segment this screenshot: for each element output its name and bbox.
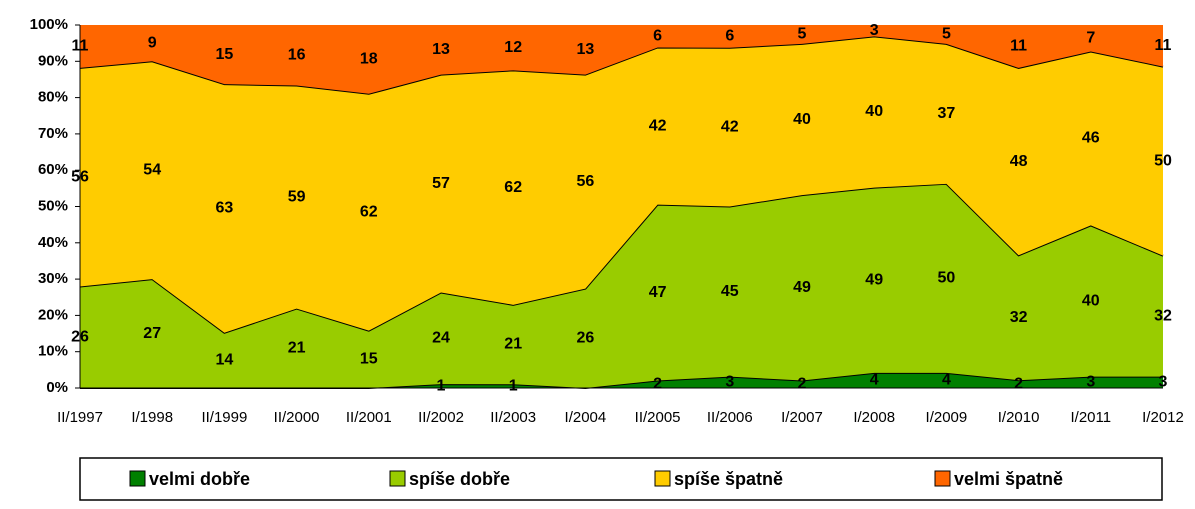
value-label: 2	[653, 375, 662, 392]
value-label: 26	[577, 330, 595, 347]
x-tick-label: I/2011	[1071, 409, 1112, 426]
value-label: 13	[432, 41, 450, 58]
legend-swatch	[654, 470, 671, 487]
value-label: 40	[793, 111, 811, 128]
value-label: 15	[216, 46, 234, 63]
area	[80, 36, 1163, 333]
x-tick-label: I/1998	[131, 409, 173, 426]
value-label: 5	[798, 26, 807, 43]
value-label: 21	[288, 340, 306, 357]
value-label: 4	[942, 372, 951, 389]
value-label: 54	[143, 161, 161, 178]
y-tick-label: 60%	[38, 161, 68, 178]
value-label: 12	[504, 39, 522, 56]
value-label: 59	[288, 188, 306, 205]
value-label: 50	[1154, 152, 1172, 169]
x-tick-label: I/2010	[998, 409, 1040, 426]
legend-label: velmi špatně	[954, 469, 1063, 489]
value-label: 14	[216, 352, 234, 369]
value-label: 6	[725, 28, 734, 45]
x-tick-label: II/2006	[707, 409, 753, 426]
x-tick-label: II/2003	[490, 409, 536, 426]
y-tick-label: 90%	[38, 52, 68, 69]
value-label: 32	[1010, 309, 1028, 326]
value-label: 27	[143, 325, 161, 342]
value-label: 62	[360, 203, 378, 220]
x-tick-label: II/2002	[418, 409, 464, 426]
value-label: 50	[938, 270, 956, 287]
value-label: 47	[649, 284, 667, 301]
value-label: 49	[793, 279, 811, 296]
value-label: 1	[509, 377, 518, 394]
value-label: 3	[870, 22, 879, 39]
x-tick-label: II/2001	[346, 409, 392, 426]
x-tick-label: I/2012	[1142, 409, 1184, 426]
legend-swatch	[934, 470, 951, 487]
y-tick-label: 10%	[38, 343, 68, 360]
legend-swatch	[389, 470, 406, 487]
value-label: 26	[71, 328, 89, 345]
value-label: 63	[216, 200, 234, 217]
value-label: 4	[870, 372, 879, 389]
y-tick-label: 0%	[46, 379, 68, 396]
x-tick-label: II/1997	[57, 409, 103, 426]
value-label: 13	[577, 41, 595, 58]
value-label: 11	[72, 38, 89, 55]
value-label: 6	[653, 27, 662, 44]
value-label: 37	[938, 105, 956, 122]
value-label: 62	[504, 179, 522, 196]
y-tick-label: 100%	[30, 16, 68, 33]
value-label: 3	[1159, 374, 1168, 391]
x-tick-label: II/1999	[201, 409, 247, 426]
value-label: 3	[1086, 374, 1095, 391]
legend-label: spíše dobře	[409, 469, 510, 489]
legend-box	[79, 457, 1163, 501]
area	[80, 183, 1163, 388]
y-tick-label: 40%	[38, 234, 68, 251]
value-label: 56	[71, 168, 89, 185]
x-tick-label: II/2000	[274, 409, 320, 426]
area	[80, 372, 1163, 388]
value-label: 24	[432, 330, 450, 347]
value-label: 2	[798, 375, 807, 392]
value-label: 16	[288, 46, 306, 63]
legend-label: spíše špatně	[674, 469, 783, 489]
value-label: 9	[148, 34, 157, 51]
value-label: 42	[721, 118, 739, 135]
value-label: 49	[865, 271, 883, 288]
value-label: 46	[1082, 130, 1100, 147]
value-label: 2	[1014, 375, 1023, 392]
x-tick-label: I/2004	[565, 409, 607, 426]
value-label: 3	[725, 374, 734, 391]
value-label: 32	[1154, 307, 1172, 324]
value-label: 18	[360, 51, 378, 68]
legend-swatch	[129, 470, 146, 487]
value-label: 1	[437, 377, 446, 394]
value-label: 56	[577, 173, 595, 190]
x-tick-label: II/2005	[635, 409, 681, 426]
value-label: 42	[649, 117, 667, 134]
y-tick-label: 70%	[38, 125, 68, 142]
area	[80, 25, 1163, 94]
value-label: 11	[1155, 37, 1172, 54]
value-label: 5	[942, 26, 951, 43]
y-tick-label: 20%	[38, 306, 68, 323]
y-tick-label: 50%	[38, 197, 68, 214]
value-label: 21	[504, 336, 522, 353]
value-label: 40	[865, 103, 883, 120]
y-tick-label: 30%	[38, 270, 68, 287]
x-tick-label: I/2008	[853, 409, 895, 426]
value-label: 11	[1010, 38, 1027, 55]
value-label: 48	[1010, 153, 1028, 170]
value-label: 7	[1086, 29, 1095, 46]
value-label: 57	[432, 175, 450, 192]
value-label: 40	[1082, 292, 1100, 309]
y-tick-label: 80%	[38, 89, 68, 106]
x-tick-label: I/2007	[781, 409, 823, 426]
value-label: 15	[360, 351, 378, 368]
value-label: 45	[721, 283, 739, 300]
x-tick-label: I/2009	[926, 409, 968, 426]
legend-label: velmi dobře	[149, 469, 250, 489]
